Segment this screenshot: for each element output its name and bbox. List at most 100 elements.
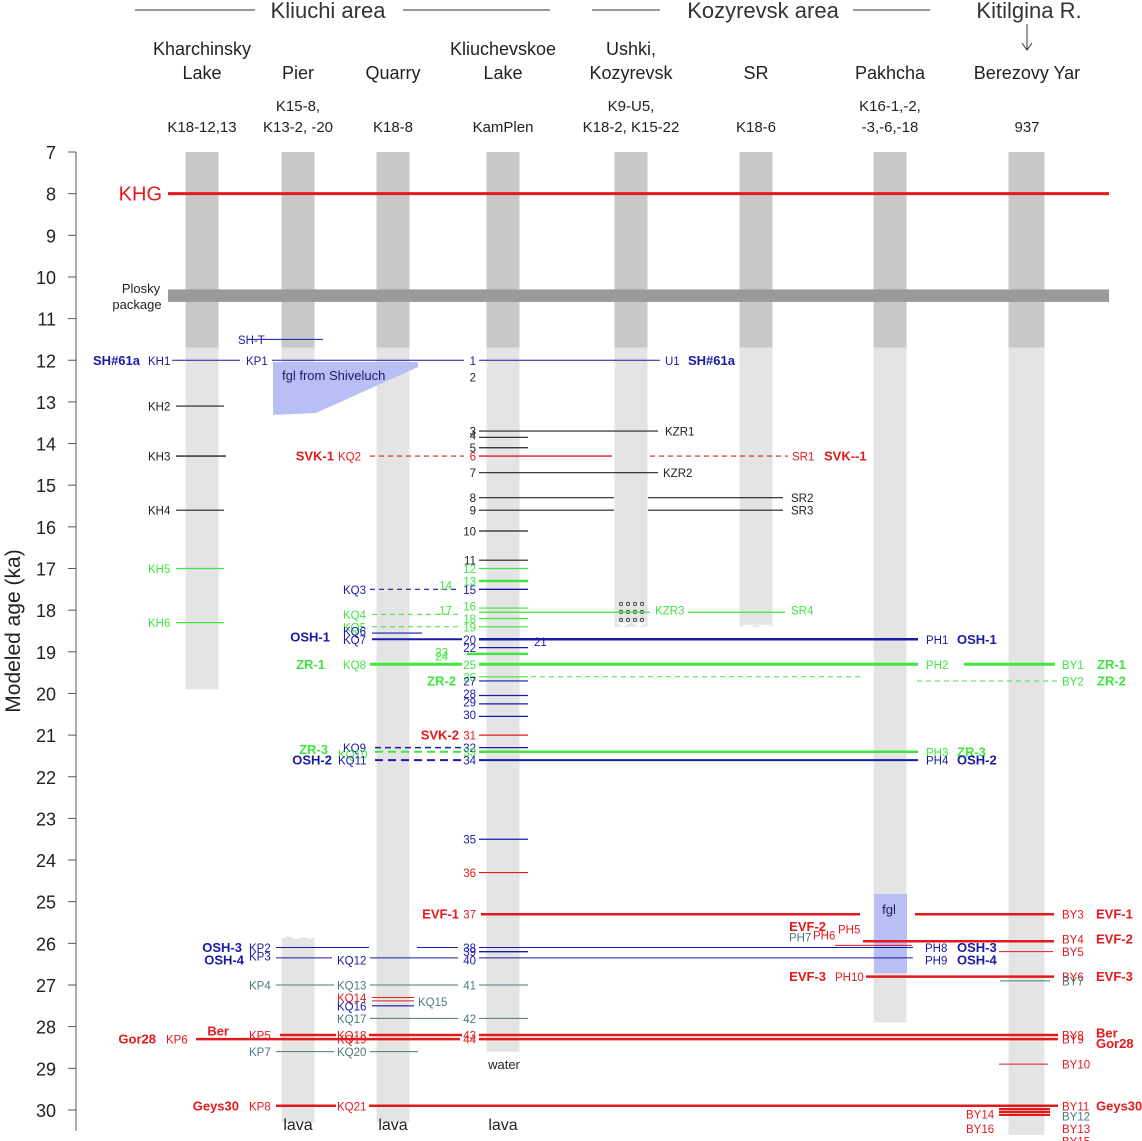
marker-label-kp1: KP1 [246,356,268,368]
marker-label-by6: BY6 [1062,972,1084,984]
kamplen-layer-28: 28 [463,689,476,701]
marker-label-kp7: KP7 [249,1047,271,1059]
tephra-name-osh-4: OSH-4 [957,953,998,968]
axis-tick-label: 21 [36,726,56,746]
kamplen-layer-37: 37 [463,910,476,922]
axis-tick-label: 29 [36,1059,56,1079]
axis-tick-label: 13 [36,393,56,413]
kamplen-layer-30: 30 [463,710,476,722]
marker-label-kq7: KQ7 [343,635,366,647]
column-title: Kozyrevsk [589,63,673,83]
kamplen-layer-3: 3 [470,427,476,439]
fgl-pakhcha-label: fgl [882,902,896,917]
marker-label-sr3: SR3 [791,506,813,518]
column-title: Pier [282,63,314,83]
column-upper-5 [739,152,773,348]
marker-label-ph4: PH4 [926,756,949,768]
column-code: K18-12,13 [167,119,236,136]
marker-label-kq13: KQ13 [337,981,366,993]
marker-label-kq15: KQ15 [418,997,447,1009]
fgl-shiveluch-label: fgl from Shiveluch [282,368,385,383]
tephra-name-svk-2: SVK-2 [421,728,459,743]
marker-label-by7: BY7 [1062,976,1084,988]
khg-label: KHG [119,184,162,206]
fgl-shiveluch-area [273,362,418,415]
kamplen-layer-2: 2 [470,372,476,384]
column-wavy-end [615,622,648,627]
tephra-name-zr-1: ZR-1 [1097,657,1126,672]
marker-label-u1: U1 [665,356,680,368]
marker-label-kh4: KH4 [148,506,171,518]
marker-label-kq18: KQ18 [337,1030,366,1042]
column-code: K15-8, [276,98,320,115]
kamplen-layer-11: 11 [464,556,476,568]
kamplen-layer-10: 10 [463,527,476,539]
tephra-name-osh-2: OSH-2 [292,753,332,768]
axis-tick-label: 22 [36,768,56,788]
y-axis-label: Modeled age (ka) [2,549,25,712]
tephra-labels: SH-T KH1 KP1 U1 KH2 KH3 KH4 KH5 KH6 KQ2 SR1 KZR1 KZR… [93,335,1142,1141]
column-headers: Kharchinsky Lake K18-12,13 Pier K15-8, K13-2,… [153,39,1080,136]
dot-pattern [619,601,624,606]
axis-tick-label: 28 [36,1018,56,1038]
column-upper-2 [376,152,410,348]
kamplen-layer-12: 12 [463,564,476,576]
tephra-name-osh-3: OSH-3 [202,940,242,955]
tephra-name-evf-2: EVF-2 [1096,932,1133,947]
marker-label-by9: BY9 [1062,1035,1084,1047]
kamplen-layer-7: 7 [470,468,476,480]
marker-label-ph8: PH8 [925,943,947,955]
tephra-name-evf-2: EVF-2 [789,919,826,934]
tephra-name-zr-3: ZR-3 [957,744,986,759]
marker-label-ph1: PH1 [926,635,948,647]
column-lower-0 [185,347,219,690]
tephra-name-zr-1: ZR-1 [296,657,325,672]
marker-label-sr4: SR4 [791,606,814,618]
kamplen-layer-5: 5 [470,443,476,455]
marker-label-kzr1: KZR1 [665,427,694,439]
tephra-name-osh-2: OSH-2 [957,753,997,768]
column-title: Kharchinsky [153,39,251,59]
axis-tick-label: 30 [36,1101,56,1121]
column-code: 937 [1014,119,1039,136]
kamplen-layer-40: 40 [463,956,476,968]
column-upper-4 [614,152,648,348]
marker-label-by3: BY3 [1062,910,1084,922]
marker-label-by11: BY11 [1062,1101,1089,1113]
tephra-name-zr-2: ZR-2 [1097,673,1126,688]
marker-label-kq4: KQ4 [343,610,367,622]
axis-tick-label: 9 [46,226,56,246]
marker-label-ph3: PH3 [926,747,948,759]
marker-label-by2: BY2 [1062,676,1084,688]
column-code: -3,-6,-18 [862,119,919,136]
tephra-name-evf-3: EVF-3 [789,969,826,984]
kamplen-layer-38: 38 [463,943,476,955]
column-code: K13-2, -20 [263,119,333,136]
marker-label-kq16: KQ16 [337,1001,366,1013]
marker-label-by4: BY4 [1062,935,1084,947]
marker-label-kh2: KH2 [148,402,170,414]
area-label-kliuchi: Kliuchi area [271,0,387,23]
kamplen-layer-41: 41 [463,981,476,993]
column-upper-0 [185,152,219,348]
kamplen-layer-6: 6 [470,452,476,464]
kamplen-layer-19: 19 [463,622,476,634]
marker-label-ph10: PH10 [835,972,864,984]
column-wavy-end [740,624,773,628]
column-title: Berezovy Yar [974,63,1080,83]
marker-label-by15: BY15 [1062,1137,1090,1141]
column-upper-6 [873,152,907,348]
tephra-name-osh-3: OSH-3 [957,940,997,955]
plosky-package-band [168,289,1109,302]
kamplen-layer-18: 18 [463,614,476,626]
marker-label-ph2: PH2 [926,660,948,672]
marker-label-ph5: PH5 [838,924,860,936]
axis-tick-label: 12 [36,351,56,371]
arrow-head [1021,42,1033,51]
correlation-lines [172,338,1058,1117]
kamplen-layer-24: 24 [435,651,448,663]
kamplen-layer-33: 33 [463,747,476,759]
column-title: Lake [483,63,522,83]
marker-label-kp6: KP6 [166,1035,188,1047]
tephra-name-zr-3: ZR-3 [299,742,328,757]
